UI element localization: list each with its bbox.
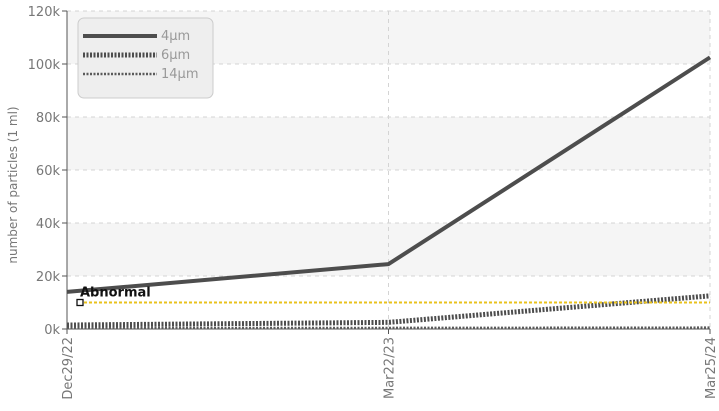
y-tick-label: 60k <box>36 164 61 179</box>
x-tick-label: Mar22/23 <box>383 337 398 399</box>
threshold: Abnormal <box>76 286 710 307</box>
x-tick-label: Mar25/24 <box>704 337 719 399</box>
y-tick-label: 120k <box>28 5 61 20</box>
legend: 4μm 6μm 14μm <box>77 17 214 99</box>
y-tick-label: 20k <box>36 270 61 285</box>
threshold-marker <box>76 298 84 307</box>
legend-label: 14μm <box>161 67 198 82</box>
legend-label: 6μm <box>161 48 190 63</box>
series-lines <box>66 55 712 330</box>
y-axis-label: number of particles (1 ml) <box>6 106 20 263</box>
legend-box <box>77 17 214 99</box>
threshold-label: Abnormal <box>80 286 151 301</box>
series-line <box>66 326 711 330</box>
y-tick-label: 80k <box>36 111 61 126</box>
axes: 0k 20k 40k 60k 80k 100k 120k Dec29/22 Mar22/23 Ma… <box>28 5 719 400</box>
x-tick-label: Dec29/22 <box>61 337 76 400</box>
series-line <box>66 293 711 328</box>
y-tick-label: 100k <box>28 58 61 73</box>
y-tick-label: 0k <box>44 323 60 338</box>
legend-label: 4μm <box>161 29 190 44</box>
y-tick-label: 40k <box>36 217 61 232</box>
